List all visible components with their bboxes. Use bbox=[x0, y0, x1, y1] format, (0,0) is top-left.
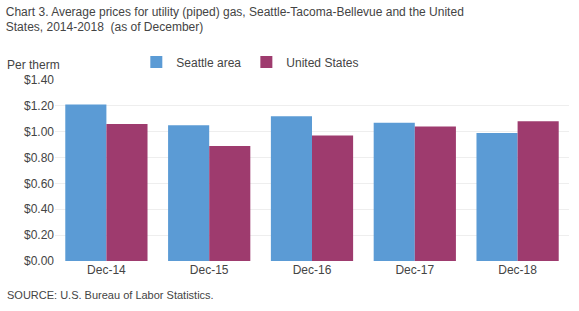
svg-text:$0.40: $0.40 bbox=[24, 202, 54, 216]
svg-text:$1.00: $1.00 bbox=[24, 125, 54, 139]
svg-text:United States: United States bbox=[286, 56, 358, 70]
svg-text:Dec-18: Dec-18 bbox=[498, 263, 537, 277]
svg-text:Seattle area: Seattle area bbox=[176, 56, 241, 70]
svg-text:Per therm: Per therm bbox=[7, 58, 60, 72]
svg-text:Dec-16: Dec-16 bbox=[293, 263, 332, 277]
svg-text:Dec-15: Dec-15 bbox=[190, 263, 229, 277]
svg-text:Dec-14: Dec-14 bbox=[87, 263, 126, 277]
svg-text:$1.20: $1.20 bbox=[24, 99, 54, 113]
svg-text:$0.20: $0.20 bbox=[24, 228, 54, 242]
svg-text:$0.00: $0.00 bbox=[24, 254, 54, 268]
svg-text:Chart 3. Average prices for ut: Chart 3. Average prices for utility (pip… bbox=[6, 5, 464, 35]
svg-text:$0.60: $0.60 bbox=[24, 177, 54, 191]
svg-text:Dec-17: Dec-17 bbox=[395, 263, 434, 277]
svg-text:$1.40: $1.40 bbox=[24, 73, 54, 87]
svg-text:$0.80: $0.80 bbox=[24, 151, 54, 165]
svg-text:SOURCE: U.S. Bureau of Labor S: SOURCE: U.S. Bureau of Labor Statistics. bbox=[7, 289, 214, 301]
